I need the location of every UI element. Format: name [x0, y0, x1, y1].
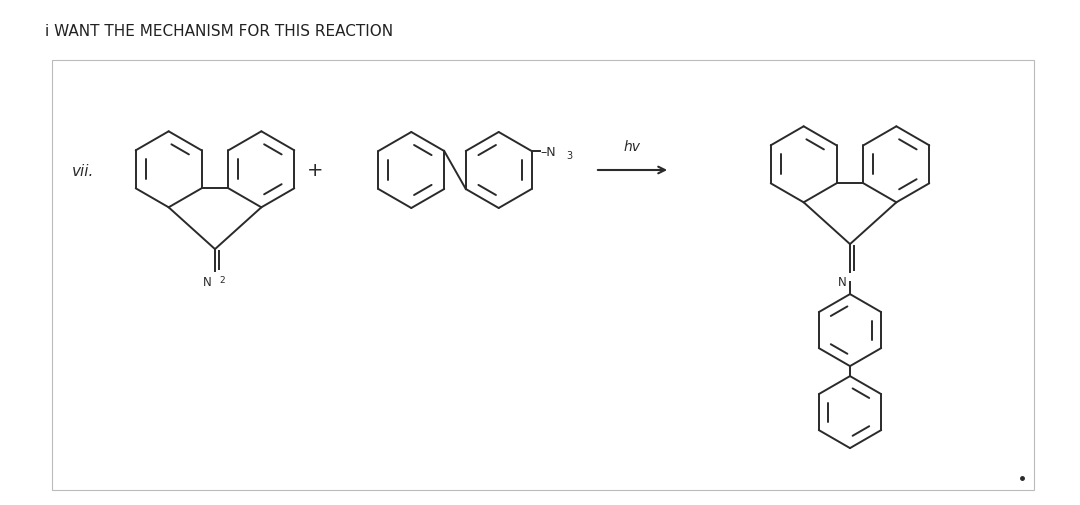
FancyBboxPatch shape: [52, 61, 1034, 490]
Text: 3: 3: [567, 150, 572, 161]
Text: 2: 2: [219, 276, 225, 284]
Text: +: +: [307, 161, 323, 180]
Text: i WANT THE MECHANISM FOR THIS REACTION: i WANT THE MECHANISM FOR THIS REACTION: [45, 24, 393, 39]
Text: hv: hv: [624, 140, 642, 154]
Text: vii.: vii.: [72, 163, 94, 178]
Text: N: N: [203, 276, 212, 288]
Text: –N: –N: [541, 145, 556, 158]
Text: N: N: [838, 276, 847, 288]
